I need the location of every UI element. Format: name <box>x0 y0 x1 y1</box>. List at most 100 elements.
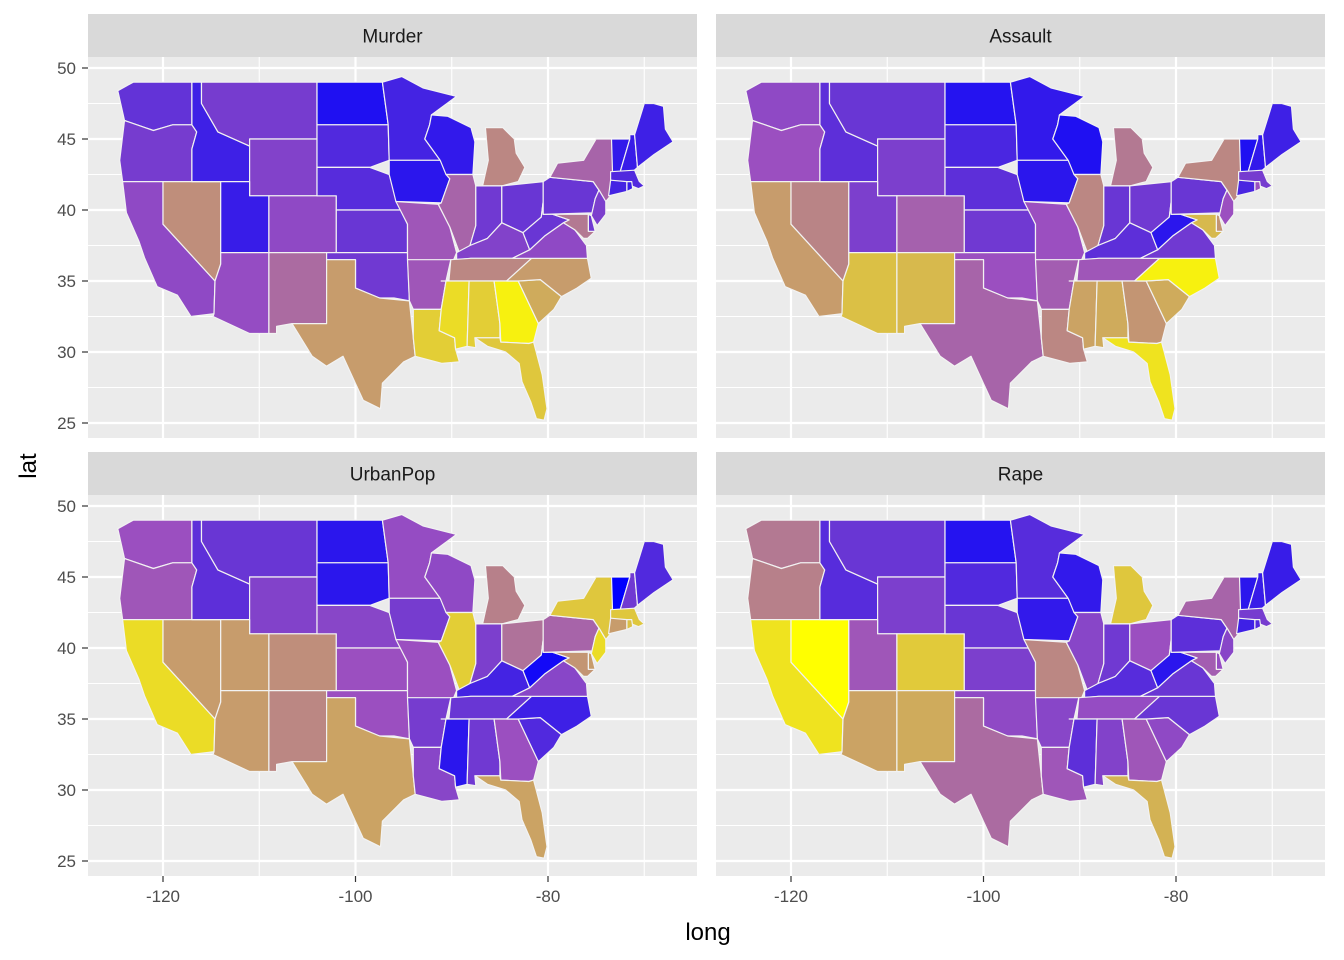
state-region-nm <box>268 690 328 773</box>
state-region-tx <box>291 259 416 410</box>
y-tick-label: 45 <box>57 568 76 587</box>
facet-strip <box>716 14 1325 57</box>
y-axis-title: lat <box>15 453 42 479</box>
panel-plot-area <box>716 495 1325 876</box>
state-region-me <box>1262 540 1302 606</box>
state-region-nm <box>896 690 956 773</box>
axes: 25 30 35 40 45 50 25 30 35 40 45 50 -120 -100 -80 -120 -… <box>57 59 1188 906</box>
state-region-nd <box>316 81 389 126</box>
state-region-ks <box>963 647 1037 692</box>
y-tick-label: 35 <box>57 710 76 729</box>
facet-strip <box>88 452 697 495</box>
y-tick-label: 30 <box>57 343 76 362</box>
state-region-pa <box>542 176 600 215</box>
panel-plot-area <box>716 57 1325 438</box>
state-region-co <box>268 195 337 254</box>
facet-panel-murder: Murder <box>88 14 697 438</box>
y-tick-label: 35 <box>57 272 76 291</box>
state-region-tx <box>291 697 416 848</box>
state-region-fl <box>474 337 548 421</box>
state-region-ks <box>963 209 1037 254</box>
state-region-ia <box>1016 159 1079 204</box>
state-region-ks <box>335 647 409 692</box>
state-region-de <box>587 651 596 670</box>
state-region-ia <box>1016 597 1079 642</box>
state-region-ia <box>388 159 451 204</box>
state-region-nm <box>896 252 956 335</box>
state-region-pa <box>1170 176 1228 215</box>
x-axis-title: long <box>685 919 730 946</box>
state-region-ks <box>335 209 409 254</box>
state-region-mi <box>482 127 526 187</box>
state-region-nd <box>944 519 1017 564</box>
state-region-wy <box>877 138 946 197</box>
facet-strip-label: Murder <box>362 27 423 48</box>
state-region-co <box>896 633 965 692</box>
state-region-sd <box>316 562 390 606</box>
state-region-de <box>1215 651 1224 670</box>
state-region-fl <box>1102 337 1176 421</box>
state-region-pa <box>542 614 600 653</box>
y-tick-label: 25 <box>57 852 76 871</box>
state-region-or <box>119 119 198 183</box>
facet-strip <box>716 452 1325 495</box>
facet-panel-urbanpop: UrbanPop <box>88 452 697 876</box>
x-tick-label: -100 <box>966 887 1000 906</box>
state-region-ri <box>1254 619 1262 631</box>
state-region-sd <box>944 124 1018 168</box>
facet-strip <box>88 14 697 57</box>
state-region-wy <box>249 576 318 635</box>
state-region-wy <box>249 138 318 197</box>
state-region-tx <box>919 259 1044 410</box>
x-tick-label: -100 <box>338 887 372 906</box>
state-region-or <box>119 557 198 621</box>
state-region-fl <box>1102 775 1176 859</box>
facet-strip-label: UrbanPop <box>350 465 436 486</box>
state-region-nd <box>944 81 1017 126</box>
x-tick-label: -80 <box>536 887 561 906</box>
state-region-me <box>634 102 674 168</box>
x-tick-label: -120 <box>774 887 808 906</box>
y-tick-label: 25 <box>57 414 76 433</box>
state-region-ri <box>626 619 634 631</box>
y-tick-label: 50 <box>57 497 76 516</box>
y-tick-label: 50 <box>57 59 76 78</box>
state-region-me <box>1262 102 1302 168</box>
panel-plot-area <box>88 57 697 438</box>
y-tick-label: 40 <box>57 201 76 220</box>
state-region-nd <box>316 519 389 564</box>
panel-plot-area <box>88 495 697 876</box>
state-region-ri <box>1254 181 1262 193</box>
state-region-de <box>587 213 596 232</box>
state-region-co <box>268 633 337 692</box>
facet-panel-assault: Assault <box>716 14 1325 438</box>
state-region-sd <box>316 124 390 168</box>
state-region-wy <box>877 576 946 635</box>
facet-strip-label: Assault <box>989 27 1052 48</box>
state-region-de <box>1215 213 1224 232</box>
state-region-fl <box>474 775 548 859</box>
state-region-mi <box>1109 127 1154 187</box>
facet-panels: Murder Assault UrbanPop Rape <box>88 14 1325 876</box>
state-region-sd <box>944 562 1018 606</box>
state-region-or <box>747 557 826 621</box>
x-tick-label: -120 <box>146 887 180 906</box>
state-region-ia <box>388 597 451 642</box>
state-region-nm <box>268 252 328 335</box>
facet-strip-label: Rape <box>998 465 1043 486</box>
state-region-mi <box>1109 565 1154 625</box>
state-region-ri <box>626 181 634 193</box>
state-region-or <box>747 119 826 183</box>
y-tick-label: 40 <box>57 639 76 658</box>
state-region-mi <box>482 565 526 625</box>
x-tick-label: -80 <box>1164 887 1189 906</box>
facet-panel-rape: Rape <box>716 452 1325 876</box>
y-tick-label: 30 <box>57 781 76 800</box>
state-region-me <box>634 540 674 606</box>
state-region-pa <box>1170 614 1228 653</box>
state-region-tx <box>919 697 1044 848</box>
y-tick-label: 45 <box>57 130 76 149</box>
state-region-co <box>896 195 965 254</box>
